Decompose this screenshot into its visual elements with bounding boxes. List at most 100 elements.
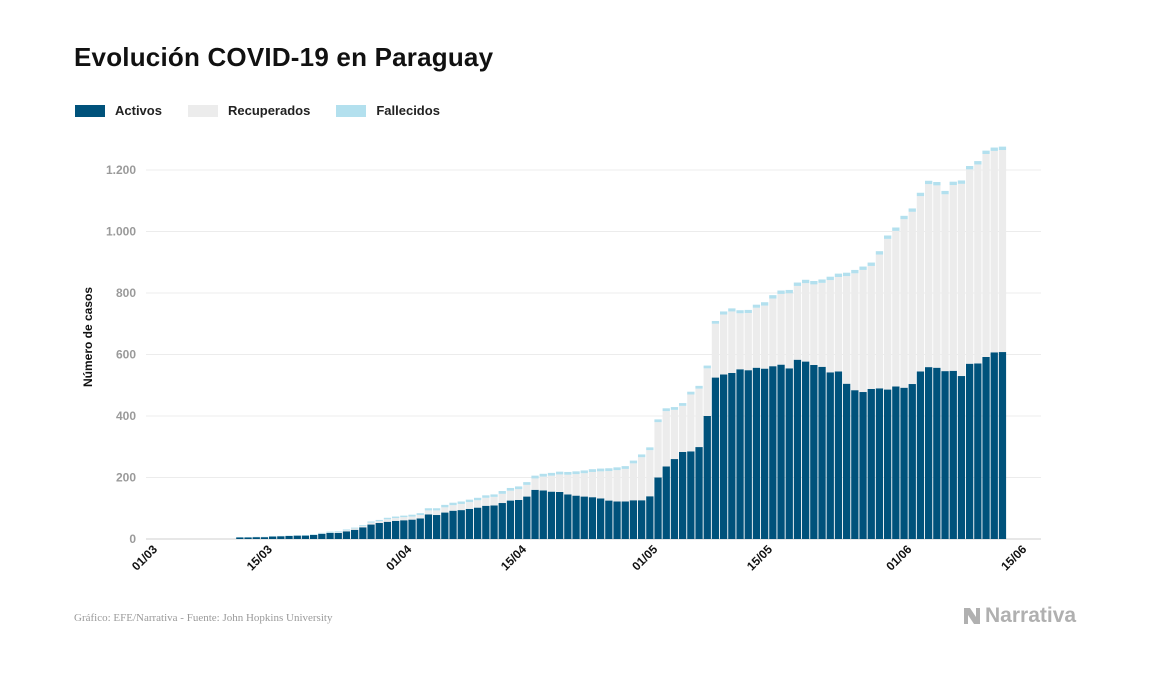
bar-activos-78 [785, 368, 793, 539]
bar-recuperados-47 [531, 478, 539, 490]
legend-item-recuperados: Recuperados [187, 103, 311, 118]
bar-recuperados-81 [810, 284, 818, 365]
bar-fallecidos-32 [408, 514, 416, 517]
bar-recuperados-95 [925, 184, 933, 368]
bar-recuperados-53 [580, 473, 588, 497]
bar-activos-35 [433, 515, 441, 539]
x-tick-label: 15/05 [744, 542, 775, 573]
bar-activos-19 [301, 535, 310, 539]
bar-activos-77 [777, 364, 785, 539]
bar-recuperados-97 [941, 194, 949, 372]
bar-recuperados-67 [695, 388, 703, 448]
bar-activos-39 [465, 508, 474, 539]
bar-recuperados-32 [408, 516, 416, 520]
x-tick-label: 15/04 [498, 542, 529, 573]
bar-fallecidos-52 [572, 471, 580, 475]
bar-recuperados-41 [482, 497, 490, 506]
legend-swatch-recuperados [187, 104, 218, 117]
bar-activos-90 [884, 389, 892, 539]
bar-activos-96 [933, 367, 941, 539]
bar-activos-93 [908, 384, 916, 539]
bar-recuperados-23 [334, 532, 342, 533]
bar-fallecidos-86 [851, 269, 859, 274]
bar-activos-54 [588, 497, 597, 539]
bar-activos-61 [646, 496, 654, 539]
bar-recuperados-82 [818, 282, 826, 367]
bar-fallecidos-55 [597, 468, 605, 472]
bar-recuperados-85 [843, 276, 851, 384]
bar-recuperados-57 [613, 470, 621, 502]
bar-recuperados-77 [777, 293, 785, 365]
source-note: Gráfico: EFE/Narrativa - Fuente: John Ho… [74, 612, 333, 624]
bar-recuperados-52 [572, 474, 580, 496]
bar-fallecidos-78 [785, 289, 793, 294]
bar-fallecidos-90 [884, 235, 892, 239]
x-tick-label: 01/04 [383, 542, 414, 573]
bar-activos-26 [359, 527, 367, 539]
bar-activos-55 [597, 498, 605, 539]
bar-recuperados-37 [449, 505, 457, 511]
bar-recuperados-42 [490, 496, 498, 506]
bar-fallecidos-59 [629, 460, 638, 464]
bar-recuperados-89 [875, 254, 884, 389]
bar-fallecidos-80 [802, 279, 810, 284]
bar-activos-100 [966, 363, 974, 539]
bar-fallecidos-60 [638, 454, 646, 458]
bar-activos-103 [990, 352, 998, 539]
bar-recuperados-98 [949, 185, 957, 371]
bar-fallecidos-28 [375, 519, 383, 522]
bar-activos-11 [236, 537, 244, 539]
bar-fallecidos-22 [326, 531, 334, 533]
bar-activos-15 [269, 536, 277, 539]
bar-activos-66 [687, 451, 695, 539]
y-tick-label: 1.200 [106, 163, 136, 177]
bar-activos-73 [744, 370, 752, 539]
bar-recuperados-26 [359, 526, 367, 528]
bar-fallecidos-103 [990, 147, 998, 151]
bar-activos-89 [875, 388, 884, 539]
x-tick-label: 15/03 [244, 542, 275, 573]
bar-fallecidos-68 [703, 365, 711, 369]
bar-recuperados-60 [638, 457, 646, 501]
bar-recuperados-65 [679, 405, 687, 452]
bar-activos-42 [490, 505, 498, 539]
bar-activos-68 [703, 416, 711, 539]
legend-label-recuperados: Recuperados [227, 103, 311, 118]
bar-fallecidos-56 [605, 468, 613, 472]
bar-fallecidos-87 [859, 266, 867, 270]
bar-recuperados-104 [998, 150, 1007, 353]
bar-fallecidos-40 [474, 497, 482, 501]
bar-recuperados-87 [859, 269, 867, 393]
bar-fallecidos-34 [424, 508, 433, 511]
bar-recuperados-64 [670, 409, 679, 460]
chart-title: Evolución COVID-19 en Paraguay [74, 42, 494, 72]
bar-activos-57 [613, 501, 621, 539]
bar-activos-71 [728, 372, 736, 539]
bar-activos-60 [638, 500, 646, 539]
bar-recuperados-103 [990, 150, 998, 353]
bar-activos-83 [826, 372, 834, 539]
bar-activos-16 [277, 536, 285, 539]
bar-recuperados-68 [703, 368, 711, 416]
bar-activos-14 [260, 537, 269, 539]
bar-activos-22 [326, 532, 334, 539]
x-tick-label: 15/06 [998, 542, 1029, 573]
bar-activos-24 [342, 531, 351, 539]
bar-fallecidos-44 [506, 487, 515, 491]
bar-recuperados-91 [892, 230, 900, 387]
bar-recuperados-94 [916, 196, 925, 372]
bar-recuperados-90 [884, 238, 892, 390]
bar-fallecidos-73 [744, 309, 752, 313]
bar-fallecidos-85 [843, 272, 851, 277]
bar-recuperados-40 [474, 500, 482, 508]
bar-activos-64 [670, 459, 679, 539]
y-tick-label: 600 [116, 348, 136, 362]
bar-activos-41 [482, 505, 490, 539]
bar-activos-50 [556, 491, 564, 539]
bar-activos-45 [515, 499, 523, 539]
bar-recuperados-101 [974, 164, 982, 364]
bar-fallecidos-91 [892, 227, 900, 231]
bar-recuperados-58 [621, 468, 629, 502]
bar-fallecidos-102 [982, 150, 990, 155]
bar-activos-37 [449, 510, 457, 539]
